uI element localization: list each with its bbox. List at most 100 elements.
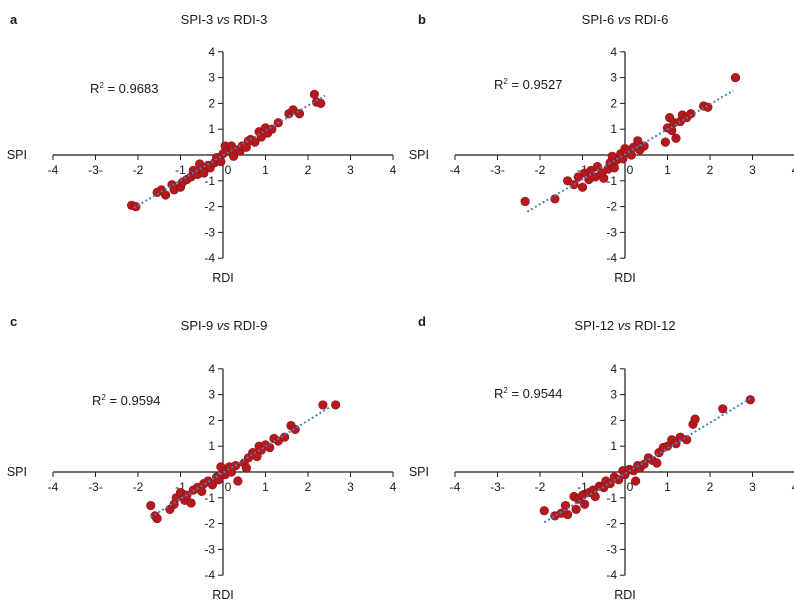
scatter-point [290,424,300,435]
chart-title: SPI-3 vs RDI-3 [181,12,268,27]
y-tick-label: -3 [204,225,215,239]
scatter-point [631,476,641,486]
x-tick-label: -1 [175,480,186,494]
x-tick-label: 3 [347,480,354,494]
y-tick-label: 4 [208,45,215,59]
r-squared-label: R2 = 0.9683 [90,81,158,96]
r-squared-label: R2 = 0.9594 [92,393,160,408]
r-squared-label: R2 = 0.9527 [494,77,562,92]
chart-panel-d: d SPI-12 vs RDI-12 -4 -3- -2 -1 1 2 3 4 0 -4 -3 -2 -1 1… [409,314,794,602]
x-tick-label: -2 [133,163,144,177]
x-tick-label: -4 [450,163,461,177]
scatter-point [280,432,290,442]
y-tick-label: 1 [208,122,215,136]
x-tick-label: -2 [535,480,546,494]
scatter-point [152,513,162,524]
y-tick-label: -2 [204,200,215,214]
y-tick-label: -2 [606,517,617,531]
x-tick-label: -2 [133,480,144,494]
y-tick-label: -1 [606,174,617,188]
x-tick-label: 1 [664,163,671,177]
panel-letter: b [418,12,426,27]
chart-title: SPI-9 vs RDI-9 [181,318,268,333]
scatter-point [580,499,590,509]
y-tick-label: -4 [606,251,617,265]
scatter-point [161,190,171,200]
scatter-point [186,498,196,508]
scatter-point [577,182,588,192]
x-tick-label: -2 [535,163,546,177]
y-tick-label: 3 [610,388,617,402]
x-tick-label: -3- [490,480,505,494]
scatter-point [607,151,617,161]
trend-line [526,89,734,213]
y-tick-label: 1 [208,439,215,453]
scatter-point [639,141,649,151]
x-tick-label: 1 [262,163,269,177]
y-tick-label: -3 [606,542,617,556]
scatter-point [233,476,243,486]
trend-line [150,406,330,519]
scatter-point [199,168,209,178]
y-tick-label: 3 [208,388,215,402]
y-tick-label: -3 [606,225,617,239]
scatter-point [216,156,226,167]
x-tick-label: -4 [450,480,461,494]
scatter-point [571,504,581,515]
chart-panel-a: a SPI-3 vs RDI-3 -4 -3- -2 -1 1 2 3 4 0 -4 -3 -2 -1 1 2 3… [7,12,397,285]
x-tick-label: 2 [305,480,312,494]
y-tick-label: -1 [606,491,617,505]
scatter-point [226,141,237,151]
x-tick-label: 3 [347,163,354,177]
y-tick-label: 2 [208,96,215,110]
y-tick-label: -4 [204,251,215,265]
x-tick-label: 4 [390,480,397,494]
origin-tick-label: 0 [225,163,232,177]
y-tick-label: -2 [606,200,617,214]
scatter-point [671,133,681,143]
scatter-point [633,136,643,146]
panel-letter: a [10,12,18,27]
x-tick-label: 4 [792,163,794,177]
scatter-point [216,462,226,472]
scatter-point [599,173,609,183]
x-tick-label: 1 [664,480,671,494]
scatter-point [690,414,700,424]
y-tick-label: -3 [204,542,215,556]
scatter-point [243,136,254,146]
origin-tick-label: 0 [225,480,232,494]
scatter-point [652,458,662,468]
scatter-point [745,395,755,405]
x-tick-label: 3 [749,163,756,177]
origin-tick-label: 0 [627,163,634,177]
y-tick-label: -2 [204,517,215,531]
origin-tick-label: 0 [627,480,634,494]
x-axis-label: RDI [614,588,636,602]
scatter-point [241,463,251,473]
x-tick-label: -3- [490,163,505,177]
chart-title: SPI-6 vs RDI-6 [582,12,669,27]
y-axis-label: SPI [7,465,27,479]
x-tick-label: -3- [88,480,103,494]
y-axis-label: SPI [409,148,429,162]
x-axis-label: RDI [614,271,636,285]
x-tick-label: 4 [390,163,397,177]
scatter-point [682,435,692,445]
y-tick-label: 4 [610,45,617,59]
scatter-point [195,159,205,169]
scatter-point [605,479,615,489]
y-tick-label: 4 [610,362,617,376]
scatter-point [686,109,696,119]
x-tick-label: 3 [749,480,756,494]
x-axis-label: RDI [212,271,234,285]
panel-letter: d [418,314,426,329]
scatter-point [146,500,156,511]
scatter-point [131,202,141,212]
x-tick-label: -1 [175,163,186,177]
chart-panel-c: c SPI-9 vs RDI-9 -4 -3- -2 -1 1 2 3 4 0 -4 -3 -2 -1 1 2 3… [7,314,397,602]
y-axis-label: SPI [409,465,429,479]
x-tick-label: 2 [707,480,714,494]
scatter-point [660,137,670,147]
